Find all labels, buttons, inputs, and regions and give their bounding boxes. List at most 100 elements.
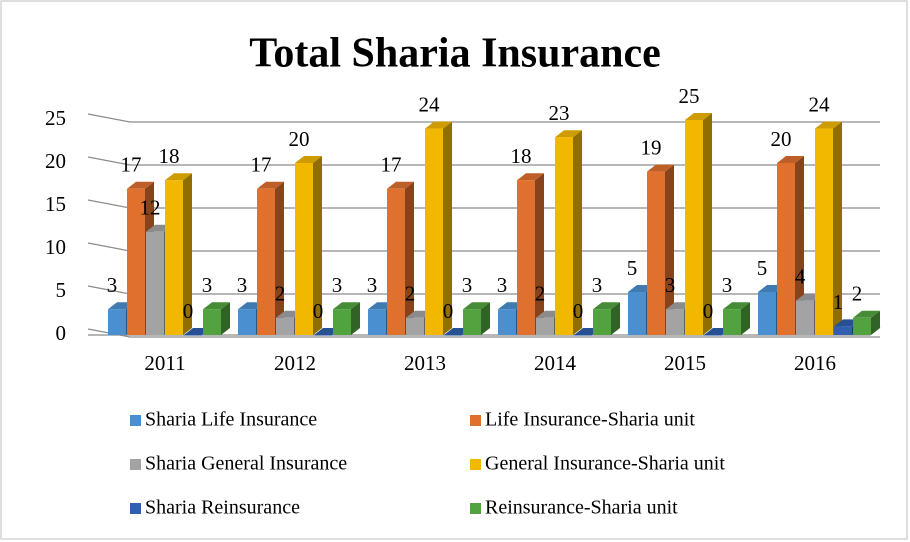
bar-top: [463, 302, 490, 310]
bar-side: [221, 302, 230, 335]
x-tick-label: 2012: [274, 351, 316, 375]
legend-swatch: [470, 415, 481, 426]
y-tick-label: 5: [56, 278, 67, 302]
bar: [555, 137, 573, 335]
data-label: 19: [641, 135, 662, 159]
data-label: 3: [332, 273, 343, 297]
bar-side: [871, 310, 880, 335]
data-label: 20: [771, 127, 792, 151]
data-label: 20: [289, 127, 310, 151]
data-label: 3: [107, 273, 118, 297]
bar-top: [723, 302, 750, 310]
bar-side: [481, 302, 490, 335]
bar: [108, 309, 126, 335]
bar: [723, 309, 741, 335]
bar-side: [183, 173, 192, 335]
bar-top: [257, 181, 284, 189]
legend-label: Life Insurance-Sharia unit: [485, 409, 695, 431]
bar-top: [333, 302, 360, 310]
legend-swatch: [470, 503, 481, 514]
bar: [834, 326, 852, 335]
data-label: 5: [627, 256, 638, 280]
bar: [796, 300, 814, 335]
bar: [498, 309, 516, 335]
bar-side: [351, 302, 360, 335]
y-tick-label: 10: [45, 235, 66, 259]
bar: [333, 309, 351, 335]
bar: [758, 292, 776, 335]
legend-swatch: [470, 459, 481, 470]
data-label: 23: [549, 101, 570, 125]
legend-label: Reinsurance-Sharia unit: [485, 497, 678, 519]
data-label: 12: [140, 196, 161, 220]
data-label: 3: [592, 273, 603, 297]
y-tick-label: 15: [45, 192, 66, 216]
legend-swatch: [130, 503, 141, 514]
data-label: 3: [497, 273, 508, 297]
x-tick-label: 2013: [404, 351, 446, 375]
data-label: 0: [313, 299, 324, 323]
bar: [628, 292, 646, 335]
legend-label: General Insurance-Sharia unit: [485, 453, 725, 475]
bar-side: [275, 181, 284, 335]
data-label: 18: [511, 144, 532, 168]
bar-top: [685, 113, 712, 120]
bar-top: [815, 121, 842, 129]
legend-swatch: [130, 415, 141, 426]
bar-top: [647, 164, 674, 172]
bar-side: [535, 173, 544, 335]
data-label: 3: [462, 273, 473, 297]
bar: [257, 188, 275, 335]
data-label: 17: [121, 153, 142, 177]
bar: [295, 163, 313, 335]
bar: [444, 335, 462, 336]
data-label: 3: [202, 273, 213, 297]
data-label: 2: [535, 282, 546, 306]
bar: [387, 188, 405, 335]
legend-swatch: [130, 459, 141, 470]
data-label: 0: [573, 299, 584, 323]
x-tick-label: 2016: [794, 351, 836, 375]
data-label: 3: [665, 273, 676, 297]
data-label: 17: [381, 153, 402, 177]
bar-side: [833, 121, 842, 335]
bar: [647, 171, 665, 335]
bar: [463, 309, 481, 335]
bar-top: [295, 156, 322, 163]
data-label: 0: [443, 299, 454, 323]
data-label: 2: [275, 282, 286, 306]
data-label: 24: [809, 92, 831, 116]
bar-top: [593, 302, 620, 310]
bar: [685, 120, 703, 335]
bar: [127, 188, 145, 335]
legend-label: Sharia Life Insurance: [145, 409, 317, 431]
bar: [276, 317, 294, 335]
bar-side: [313, 156, 322, 335]
bar: [666, 309, 684, 335]
bar-top: [127, 181, 154, 189]
bar: [184, 335, 202, 336]
bar-side: [405, 181, 414, 335]
bar-side: [611, 302, 620, 335]
data-label: 3: [367, 273, 378, 297]
x-tick-label: 2011: [144, 351, 185, 375]
bar-top: [853, 310, 880, 318]
y-tick-label: 20: [45, 149, 66, 173]
data-label: 18: [159, 144, 180, 168]
bar-top: [203, 302, 230, 310]
y-tick-label: 0: [56, 321, 67, 345]
grid-line: [87, 113, 880, 123]
data-label: 0: [703, 299, 714, 323]
bar: [146, 231, 164, 335]
data-label: 3: [237, 273, 248, 297]
data-label: 2: [405, 282, 416, 306]
bar: [593, 309, 611, 335]
x-tick-label: 2014: [534, 351, 577, 375]
bar: [165, 180, 183, 335]
bar: [203, 309, 221, 335]
data-label: 24: [419, 92, 441, 116]
bar: [425, 128, 443, 335]
grid-line: [87, 328, 880, 338]
bar: [777, 163, 795, 335]
